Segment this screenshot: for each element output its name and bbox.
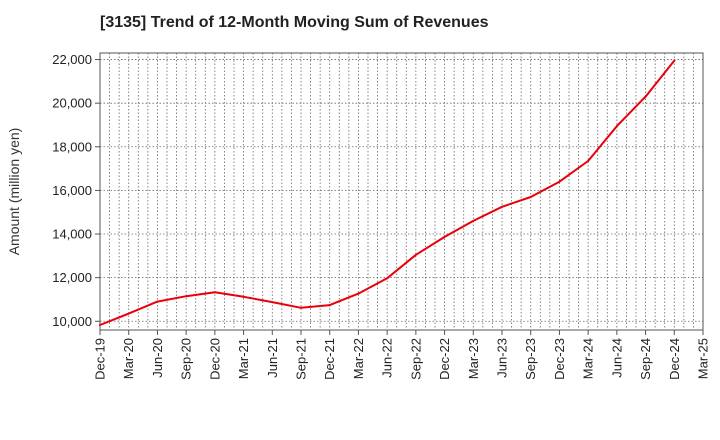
- x-tick-label: Dec-24: [667, 338, 682, 380]
- x-tick-label: Jun-23: [495, 338, 510, 378]
- data-point: [414, 253, 417, 256]
- y-tick-label: 20,000: [52, 96, 92, 111]
- data-point: [644, 95, 647, 98]
- x-tick-label: Jun-21: [265, 338, 280, 378]
- y-axis-title: Amount (million yen): [6, 128, 22, 256]
- grid-lines: [100, 53, 703, 330]
- chart-title: [3135] Trend of 12-Month Moving Sum of R…: [100, 14, 489, 31]
- data-point: [328, 304, 331, 307]
- y-axis: 10,000 12,000 14,000 16,000 18,000 20,000 22,0…: [52, 52, 100, 329]
- data-point: [386, 277, 389, 280]
- data-point: [587, 159, 590, 162]
- x-tick-label: Sep-22: [408, 338, 423, 380]
- data-point: [615, 125, 618, 128]
- x-tick-label: Sep-23: [523, 338, 538, 380]
- y-tick-label: 22,000: [52, 52, 92, 67]
- data-point: [443, 235, 446, 238]
- data-point: [673, 59, 676, 62]
- x-axis: Dec-19 Mar-20 Jun-20 Sep-20 Dec-20 Mar-21 Jun-…: [93, 330, 711, 380]
- plot-area-frame: [99, 52, 704, 331]
- y-tick-label: 10,000: [52, 314, 92, 329]
- x-tick-label: Jun-22: [380, 338, 395, 378]
- x-tick-label: Dec-20: [207, 338, 222, 380]
- y-tick-label: 12,000: [52, 270, 92, 285]
- x-tick-label: Dec-22: [437, 338, 452, 380]
- data-point: [185, 295, 188, 298]
- x-tick-label: Mar-21: [236, 338, 251, 379]
- x-tick-label: Dec-21: [322, 338, 337, 380]
- x-tick-label: Sep-21: [294, 338, 309, 380]
- x-tick-label: Mar-22: [351, 338, 366, 379]
- x-tick-label: Dec-23: [552, 338, 567, 380]
- x-tick-label: Dec-19: [93, 338, 108, 380]
- y-tick-label: 16,000: [52, 183, 92, 198]
- x-tick-label: Mar-25: [696, 338, 711, 379]
- data-point: [242, 295, 245, 298]
- data-point: [213, 291, 216, 294]
- x-tick-label: Jun-24: [609, 338, 624, 378]
- x-tick-label: Sep-24: [638, 338, 653, 380]
- x-tick-label: Mar-20: [121, 338, 136, 379]
- data-point: [357, 292, 360, 295]
- x-tick-label: Mar-24: [581, 338, 596, 379]
- x-tick-label: Sep-20: [179, 338, 194, 380]
- data-point: [271, 301, 274, 304]
- x-tick-label: Mar-23: [466, 338, 481, 379]
- y-tick-label: 18,000: [52, 139, 92, 154]
- data-point: [472, 219, 475, 222]
- x-tick-label: Jun-20: [150, 338, 165, 378]
- data-point: [99, 323, 101, 326]
- data-point: [558, 180, 561, 183]
- series-layer: [99, 59, 676, 326]
- data-point: [501, 205, 503, 208]
- data-point: [300, 306, 302, 309]
- y-tick-label: 14,000: [52, 227, 92, 242]
- data-point: [529, 195, 532, 198]
- data-point: [127, 312, 130, 315]
- data-point: [156, 300, 159, 303]
